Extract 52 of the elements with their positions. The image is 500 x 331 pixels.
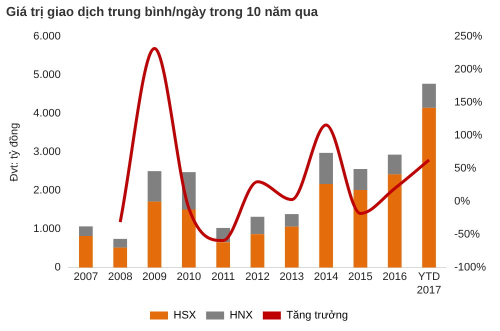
y2-tick-label: 100% bbox=[454, 130, 483, 142]
bar bbox=[148, 171, 162, 202]
y2-tick-label: 150% bbox=[454, 96, 483, 109]
y2-tick-label: 250% bbox=[454, 30, 483, 43]
x-tick-label: 2010 bbox=[176, 271, 202, 284]
legend-label: HSX bbox=[174, 310, 197, 322]
bar bbox=[250, 234, 264, 268]
x-tick-label: 2012 bbox=[245, 271, 270, 284]
x-tick-label: 2009 bbox=[142, 271, 167, 284]
bar bbox=[216, 242, 230, 268]
line-series bbox=[118, 46, 431, 242]
x-tick-label: 2015 bbox=[348, 271, 373, 284]
bar bbox=[284, 226, 299, 268]
bar bbox=[354, 190, 368, 268]
y-axis-title: Đvt: tỷ đồng bbox=[8, 122, 21, 182]
y-tick-label: 3.000 bbox=[33, 146, 61, 158]
bar bbox=[422, 108, 436, 268]
bar bbox=[284, 214, 299, 227]
bar bbox=[388, 174, 402, 268]
x-tick-label: 2007 bbox=[74, 271, 98, 284]
bar bbox=[113, 238, 128, 248]
bar bbox=[422, 84, 436, 108]
chart-title: Giá trị giao dịch trung bình/ngày trong 10 năm qua bbox=[6, 4, 318, 19]
y-tick-label: 4.000 bbox=[33, 108, 61, 120]
x-tick-label: 2014 bbox=[314, 271, 338, 284]
x-tick-label: 2016 bbox=[382, 271, 407, 284]
y-tick-label: 5.000 bbox=[33, 69, 61, 82]
bar bbox=[250, 216, 264, 234]
legend-label: Tăng trưởng bbox=[286, 310, 348, 322]
x-tick-label: YTD 2017 bbox=[416, 271, 442, 296]
bar bbox=[79, 226, 93, 236]
bar bbox=[148, 202, 162, 268]
y2-tick-label: 200% bbox=[454, 64, 483, 76]
y-tick-label: 6.000 bbox=[33, 30, 61, 43]
bar bbox=[319, 184, 333, 268]
bar bbox=[319, 152, 333, 184]
bar bbox=[354, 169, 368, 190]
bar bbox=[113, 248, 128, 268]
x-tick-label: 2008 bbox=[108, 271, 132, 284]
y2-tick-label: 50% bbox=[454, 162, 476, 175]
legend-label: HNX bbox=[230, 310, 254, 322]
bar bbox=[79, 236, 93, 268]
y-tick-label: 0 bbox=[54, 262, 61, 274]
bar bbox=[388, 154, 402, 174]
y2-tick-label: -50% bbox=[454, 228, 480, 241]
x-tick-label: 2013 bbox=[280, 271, 304, 284]
bar bbox=[182, 209, 196, 268]
y2-tick-label: 0% bbox=[454, 196, 470, 208]
x-tick-label: 2011 bbox=[211, 271, 235, 284]
y2-tick-label: -100% bbox=[454, 262, 486, 274]
y-tick-label: 1.000 bbox=[33, 223, 61, 236]
y-tick-label: 2.000 bbox=[33, 184, 61, 197]
